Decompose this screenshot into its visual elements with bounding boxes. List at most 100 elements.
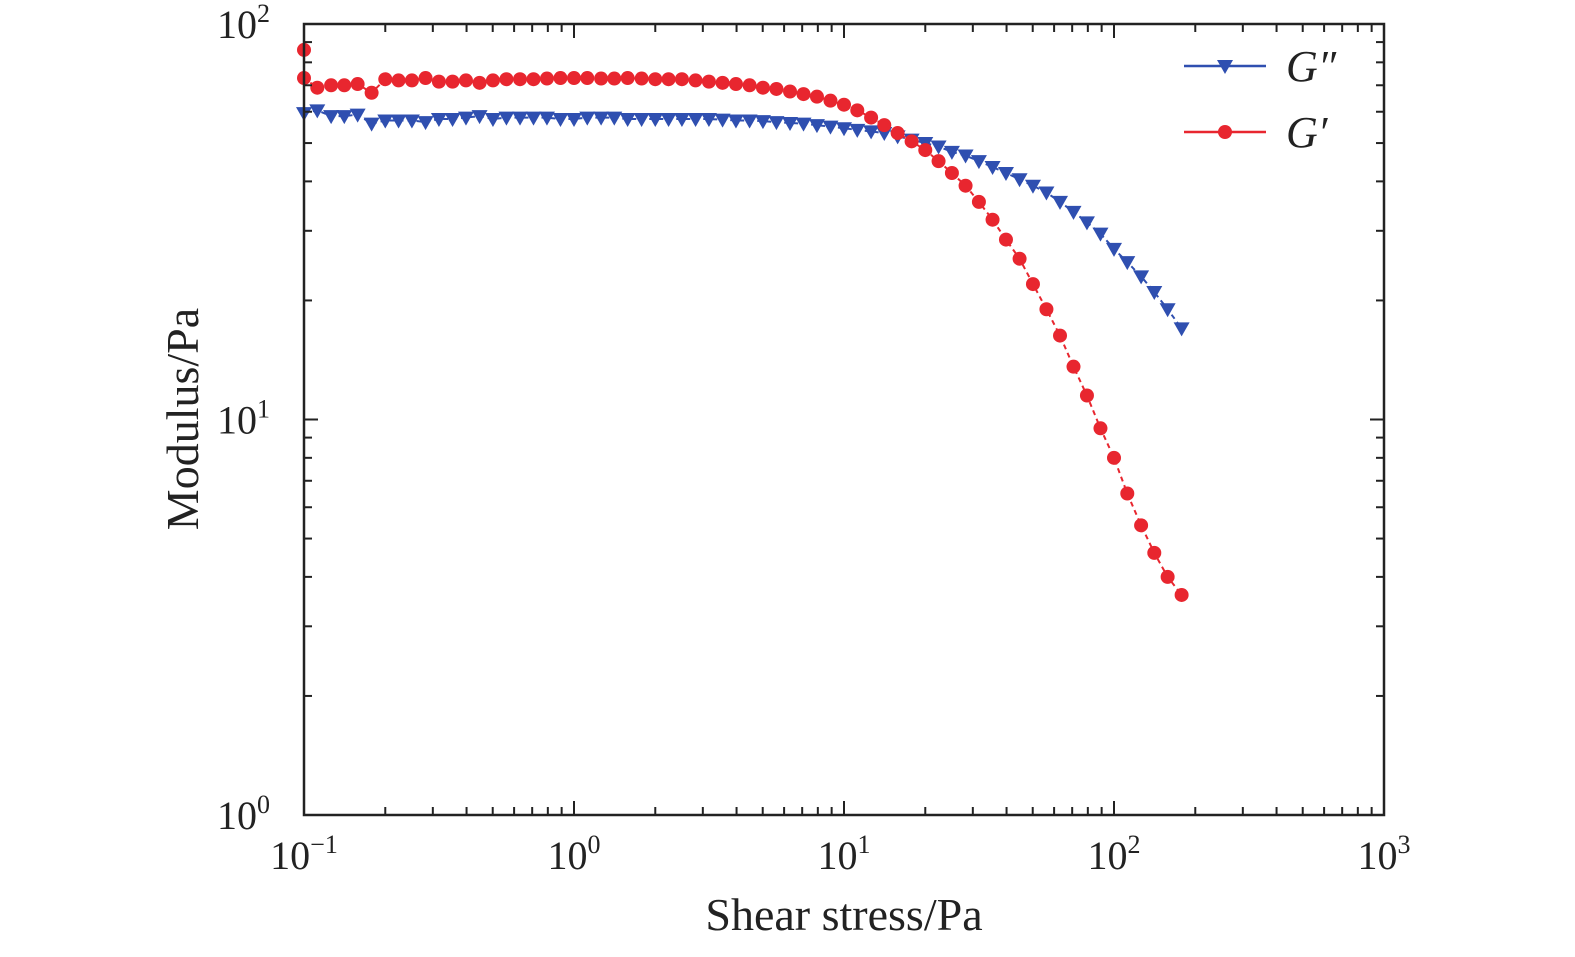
data-point <box>336 110 353 125</box>
data-point <box>1066 359 1081 374</box>
data-point <box>513 72 528 87</box>
data-point <box>1039 302 1054 317</box>
data-point <box>647 113 664 128</box>
data-point <box>1053 328 1068 343</box>
y-tick-label: 100 <box>217 790 270 838</box>
data-point <box>349 108 366 123</box>
data-point <box>309 104 326 119</box>
data-point <box>553 71 568 86</box>
data-point <box>795 117 812 132</box>
series-line <box>303 49 1183 596</box>
data-point <box>687 113 704 128</box>
series-g-double-prime <box>296 104 1190 337</box>
data-point <box>310 80 325 95</box>
data-point <box>418 71 433 86</box>
data-point <box>728 77 743 92</box>
data-point <box>606 111 623 126</box>
data-point <box>660 113 677 128</box>
data-point <box>727 114 744 129</box>
data-point <box>768 116 785 131</box>
data-point <box>324 78 339 93</box>
data-point <box>661 72 676 87</box>
plot-frame <box>302 22 1386 817</box>
legend-item: G′ <box>1184 108 1329 157</box>
y-axis: 100 101 102 <box>217 0 1384 838</box>
data-point <box>673 113 690 128</box>
data-point <box>499 72 514 87</box>
data-point <box>1092 227 1109 242</box>
data-point <box>404 73 419 88</box>
data-point <box>431 74 446 89</box>
data-point <box>944 166 959 181</box>
data-point <box>1160 569 1175 584</box>
data-point <box>837 97 851 112</box>
data-point <box>484 113 501 128</box>
x-axis-title: Shear stress/Pa <box>705 889 982 940</box>
data-point <box>742 78 757 93</box>
data-point <box>782 116 799 131</box>
data-point <box>539 71 554 86</box>
x-tick-label: 10−1 <box>270 830 338 878</box>
data-point <box>890 126 905 141</box>
data-point <box>1107 450 1121 465</box>
legend: G″ G′ <box>1184 42 1337 157</box>
legend-label: G′ <box>1286 108 1329 157</box>
data-point <box>783 84 798 99</box>
series-line <box>303 109 1183 329</box>
data-point <box>971 194 986 209</box>
series-layer <box>296 42 1190 602</box>
data-point <box>943 145 960 160</box>
data-point <box>985 212 1000 227</box>
y-tick-label: 102 <box>217 0 270 47</box>
data-point <box>580 71 595 86</box>
data-point <box>958 178 973 193</box>
data-point <box>970 155 987 170</box>
legend-marker <box>1218 125 1232 139</box>
data-point <box>796 87 811 102</box>
data-point <box>1065 205 1082 220</box>
data-point <box>337 78 352 93</box>
data-point <box>594 71 609 86</box>
data-point <box>997 167 1014 182</box>
data-point <box>877 118 892 133</box>
data-point <box>1174 587 1189 602</box>
data-point <box>1133 270 1150 285</box>
data-point <box>863 125 880 140</box>
data-point <box>700 113 717 128</box>
data-point <box>918 143 933 158</box>
legend-item: G″ <box>1184 42 1337 91</box>
data-point <box>634 71 649 86</box>
data-point <box>457 111 474 126</box>
data-point <box>377 114 394 129</box>
data-point <box>620 71 635 86</box>
data-point <box>850 103 865 118</box>
data-point <box>674 72 689 87</box>
data-point <box>1173 322 1190 337</box>
data-point <box>741 114 758 129</box>
data-point <box>1079 388 1094 403</box>
data-point <box>769 81 784 96</box>
data-point <box>984 160 1001 175</box>
x-axis: 10−1 100 101 102 103 <box>270 24 1411 878</box>
data-point <box>579 111 596 126</box>
y-axis-title: Modulus/Pa <box>157 308 208 530</box>
y-tick-label: 101 <box>217 395 270 443</box>
legend-label: G″ <box>1286 42 1337 91</box>
data-point <box>538 111 555 126</box>
data-point <box>808 119 825 134</box>
data-point <box>648 72 663 87</box>
data-point <box>836 122 852 137</box>
data-point <box>512 111 529 126</box>
data-point <box>1093 421 1108 436</box>
data-point <box>417 116 434 131</box>
series-g-prime <box>297 42 1189 602</box>
data-point <box>904 134 919 149</box>
data-point <box>822 120 839 135</box>
data-point <box>526 72 541 87</box>
data-point <box>1038 186 1055 201</box>
data-point <box>1147 545 1162 560</box>
data-point <box>809 89 824 104</box>
data-point <box>471 110 488 125</box>
